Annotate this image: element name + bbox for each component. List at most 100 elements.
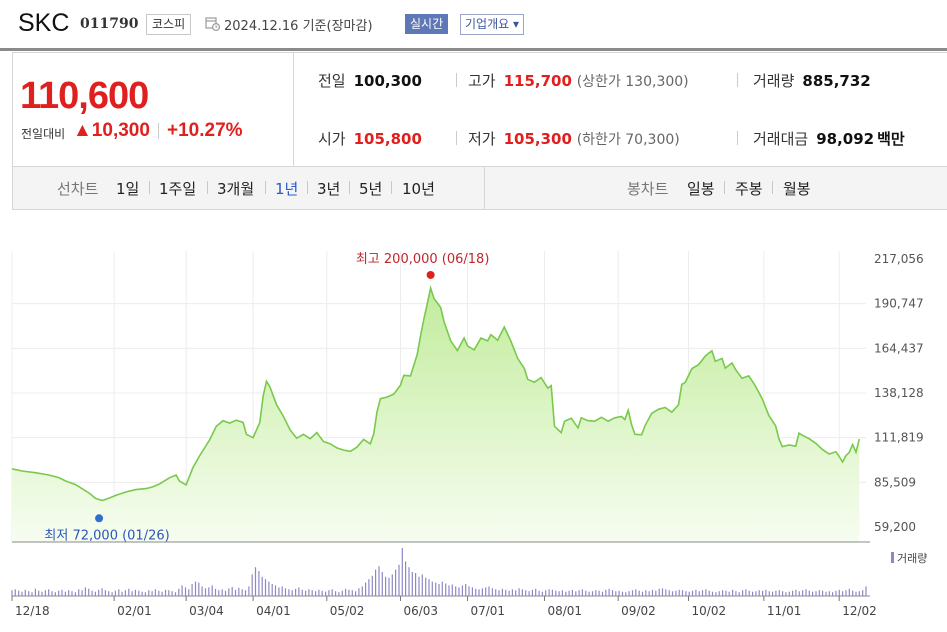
change-label: 전일대비	[21, 127, 66, 141]
volume-bar	[565, 591, 567, 596]
volume-bar	[511, 589, 513, 596]
volume-bar	[802, 590, 804, 596]
volume-bar	[605, 589, 607, 596]
volume-bar	[461, 585, 463, 596]
volume-bar	[254, 567, 257, 596]
volume-bar	[385, 576, 387, 596]
volume-bar	[415, 573, 417, 596]
period-1w[interactable]: 1주일	[159, 180, 197, 198]
volume-bar	[418, 576, 420, 596]
volume-bar	[762, 590, 764, 596]
period-10y[interactable]: 10년	[402, 180, 435, 198]
volume-bar	[281, 586, 283, 596]
volume-bar	[101, 588, 103, 596]
volume-bar	[865, 586, 867, 596]
volume-bar	[94, 591, 96, 596]
volume-bar	[591, 591, 594, 596]
volume-bar	[141, 591, 143, 596]
volume-bar	[38, 590, 40, 596]
volume-bar	[812, 591, 814, 596]
volume-bar	[748, 590, 750, 596]
volume-bar	[124, 590, 126, 596]
market-badge: 코스피	[146, 14, 192, 35]
volume-bar	[752, 591, 754, 596]
volume-bar	[221, 589, 223, 596]
volume-bar	[641, 591, 644, 596]
volume-bar	[555, 590, 557, 596]
volume-bar	[425, 577, 427, 596]
volume-bar	[571, 589, 573, 596]
x-axis: 12/18 02/01 03/04 04/01 05/02 06/03 07/01 08/01…	[11, 596, 877, 618]
volume-bar	[471, 587, 473, 596]
volume-bar	[755, 591, 757, 596]
volume-bar	[84, 587, 86, 596]
volume-bar	[858, 591, 860, 596]
volume-bar	[481, 588, 483, 596]
volume-bar	[128, 588, 130, 596]
divider	[737, 73, 738, 87]
volume-bar	[194, 581, 197, 596]
volume-bar	[585, 590, 587, 596]
volume-bar	[448, 585, 450, 596]
y-tick-label: 138,128	[874, 386, 924, 400]
volume-bar	[725, 590, 727, 596]
volume-bar	[21, 591, 23, 596]
candle-daily[interactable]: 일봉	[687, 180, 715, 198]
candle-chart-label: 봉차트	[627, 180, 669, 198]
volume-bar	[144, 592, 146, 596]
volume-bar	[318, 589, 320, 596]
volume-bar	[405, 561, 407, 596]
min-annotation: 최저 72,000 (01/26)	[44, 528, 169, 543]
period-1y[interactable]: 1년	[275, 180, 299, 198]
period-3y[interactable]: 3년	[317, 180, 341, 198]
volume-bar	[134, 589, 136, 596]
volume-bar	[24, 589, 26, 596]
volume-bar	[208, 587, 210, 596]
volume-bar	[58, 590, 60, 596]
volume-legend-swatch	[891, 552, 894, 563]
volume-bar	[151, 591, 153, 596]
period-1d[interactable]: 1일	[116, 180, 140, 198]
volume-bar	[685, 591, 687, 596]
candle-monthly[interactable]: 월봉	[783, 180, 811, 198]
divider	[456, 73, 457, 87]
volume-bar	[258, 571, 260, 596]
volume-bar	[808, 590, 810, 596]
volume-bar	[161, 591, 163, 596]
period-3m[interactable]: 3개월	[217, 180, 255, 198]
period-5y[interactable]: 5년	[359, 180, 383, 198]
company-overview-dropdown[interactable]: 기업개요 ▾	[460, 14, 524, 35]
volume-bar	[428, 579, 430, 596]
price-chart[interactable]: 217,056 190,747 164,437 138,128 111,819 85,50…	[0, 222, 947, 632]
volume-bar	[648, 591, 650, 596]
volume-bar	[188, 589, 190, 596]
x-tick-label: 03/04	[189, 604, 224, 618]
volume-bar	[298, 587, 300, 596]
volume-bar	[535, 588, 537, 596]
max-point	[426, 270, 435, 279]
stock-code: 011790	[80, 16, 139, 32]
realtime-button[interactable]: 실시간	[405, 14, 449, 34]
x-tick-label: 09/02	[621, 604, 656, 618]
volume-bar	[11, 590, 13, 596]
volume-bar	[618, 590, 620, 596]
volume-bar	[131, 591, 133, 596]
x-tick-label: 06/03	[403, 604, 438, 618]
volume-bar	[431, 581, 433, 596]
y-tick-label: 59,200	[874, 520, 916, 534]
volume-bar	[695, 589, 697, 596]
volume-bar	[468, 586, 470, 596]
volume-bar	[28, 591, 30, 596]
volume-bar	[231, 586, 233, 596]
volume-bar	[315, 591, 317, 596]
divider	[207, 181, 208, 194]
divider	[737, 131, 738, 145]
volume-bar	[111, 592, 113, 596]
volume-bar	[368, 579, 370, 596]
change-value: ▲10,300	[73, 120, 150, 141]
volume-bar	[772, 591, 774, 596]
volume-bar	[164, 589, 167, 596]
candle-weekly[interactable]: 주봉	[735, 180, 763, 198]
volume-bar	[371, 575, 373, 596]
volume-bar	[201, 586, 203, 596]
